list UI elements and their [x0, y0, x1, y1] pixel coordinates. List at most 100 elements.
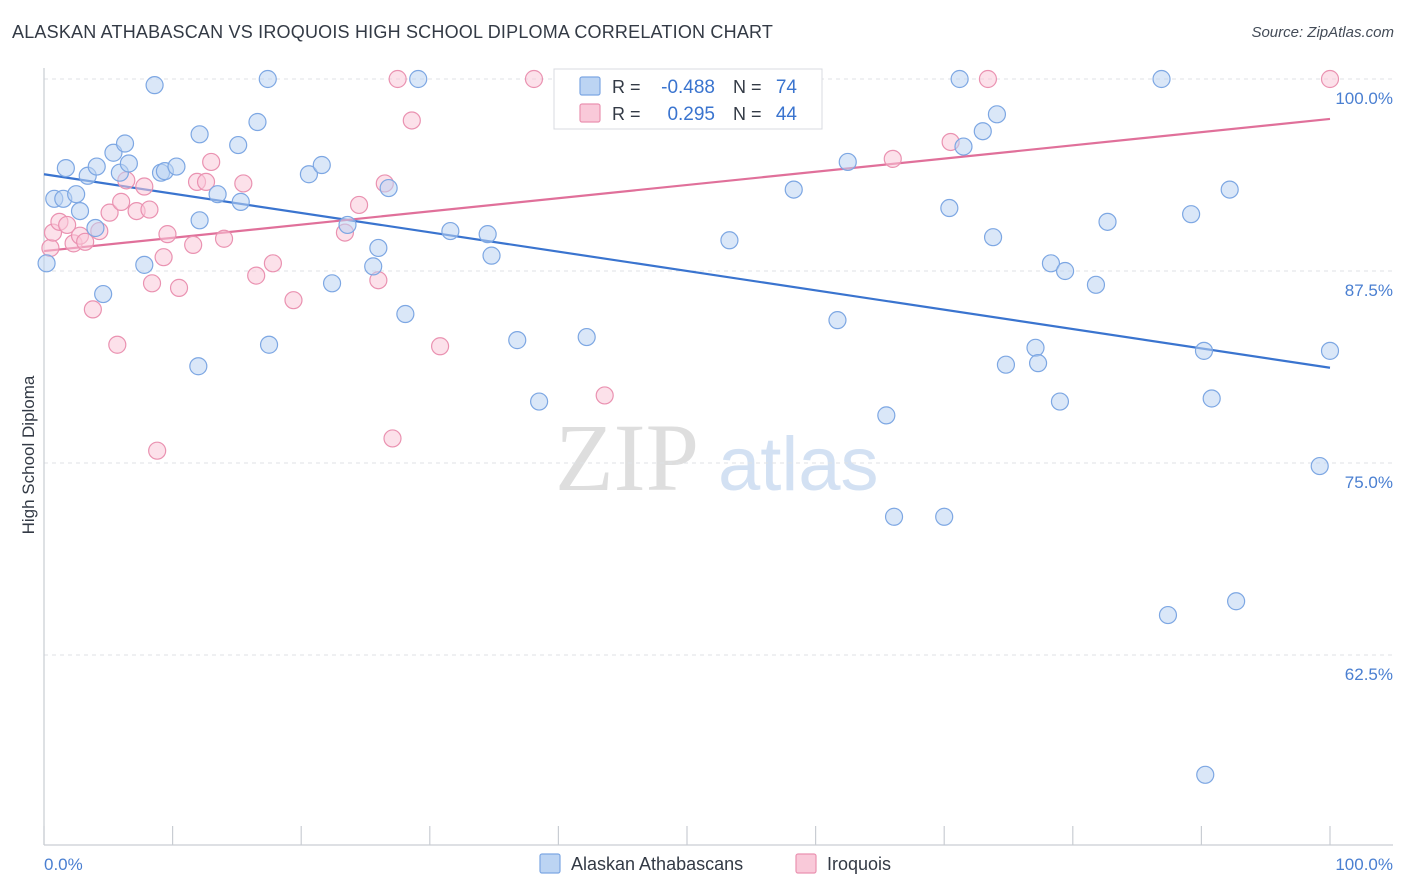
point-alaskan-athabascans-23 — [231, 192, 250, 211]
point-iroquois-40 — [883, 149, 902, 168]
legend-item-iroquois[interactable]: Iroquois — [795, 853, 891, 874]
point-iroquois-14 — [135, 177, 154, 196]
point-iroquois-21 — [184, 235, 203, 254]
point-alaskan-athabascans-32 — [379, 178, 398, 198]
point-alaskan-athabascans-38 — [508, 331, 527, 350]
stats-r-label-1: R = — [612, 77, 641, 97]
stats-n-label-1: N = — [733, 77, 762, 97]
point-alaskan-athabascans-24 — [248, 112, 267, 132]
point-iroquois-42 — [978, 69, 998, 89]
point-alaskan-athabascans-28 — [322, 274, 342, 293]
point-alaskan-athabascans-56 — [1028, 354, 1048, 373]
point-alaskan-athabascans-15 — [145, 76, 164, 95]
point-alaskan-athabascans-45 — [877, 406, 896, 425]
point-alaskan-athabascans-14 — [135, 255, 154, 274]
point-alaskan-athabascans-0 — [37, 254, 56, 273]
point-iroquois-36 — [402, 111, 421, 130]
point-alaskan-athabascans-21 — [208, 185, 227, 204]
point-alaskan-athabascans-19 — [190, 125, 209, 144]
point-alaskan-athabascans-63 — [1158, 605, 1178, 625]
point-iroquois-38 — [524, 69, 544, 89]
point-iroquois-29 — [284, 291, 303, 310]
point-alaskan-athabascans-29 — [338, 215, 357, 235]
point-alaskan-athabascans-57 — [1041, 254, 1061, 273]
point-alaskan-athabascans-72 — [189, 357, 208, 376]
point-alaskan-athabascans-7 — [87, 157, 106, 176]
point-iroquois-27 — [247, 266, 266, 285]
point-alaskan-athabascans-5 — [70, 201, 90, 221]
point-iroquois-6 — [76, 232, 95, 251]
point-alaskan-athabascans-69 — [1227, 592, 1246, 611]
point-alaskan-athabascans-39 — [530, 392, 549, 411]
point-alaskan-athabascans-73 — [259, 335, 279, 354]
point-iroquois-34 — [383, 429, 402, 448]
watermark-atlas: atlas — [718, 422, 879, 507]
point-alaskan-athabascans-40 — [577, 327, 596, 347]
point-alaskan-athabascans-25 — [258, 69, 277, 89]
point-iroquois-3 — [58, 215, 77, 235]
point-iroquois-37 — [430, 337, 450, 356]
point-alaskan-athabascans-4 — [67, 185, 86, 204]
point-alaskan-athabascans-22 — [229, 135, 248, 155]
point-iroquois-10 — [108, 335, 127, 354]
point-alaskan-athabascans-49 — [950, 69, 969, 89]
point-alaskan-athabascans-13 — [119, 154, 138, 173]
axes — [43, 68, 1393, 846]
point-alaskan-athabascans-3 — [56, 158, 75, 178]
legend-item-alaskan-athabascans[interactable]: Alaskan Athabascans — [539, 853, 743, 874]
y-axis-title: High School Diploma — [19, 375, 38, 534]
point-alaskan-athabascans-42 — [784, 180, 803, 199]
stats-n-value-2: 44 — [776, 104, 798, 125]
point-iroquois-43 — [1320, 69, 1340, 89]
point-alaskan-athabascans-59 — [1055, 261, 1075, 281]
point-alaskan-athabascans-54 — [996, 355, 1016, 374]
point-alaskan-athabascans-48 — [940, 198, 959, 218]
point-alaskan-athabascans-60 — [1086, 275, 1106, 294]
point-alaskan-athabascans-44 — [838, 152, 857, 172]
point-iroquois-18 — [154, 248, 173, 267]
legend-label-alaskan-athabascans: Alaskan Athabascans — [571, 854, 743, 874]
point-alaskan-athabascans-71 — [1320, 341, 1340, 360]
point-alaskan-athabascans-68 — [1220, 180, 1239, 199]
trend-line-alaskan-athabascans — [43, 173, 1331, 369]
point-alaskan-athabascans-58 — [1050, 392, 1070, 411]
point-alaskan-athabascans-50 — [954, 137, 973, 156]
point-iroquois-0 — [41, 238, 60, 258]
point-alaskan-athabascans-70 — [1310, 456, 1329, 476]
stats-swatch-pink — [579, 103, 601, 123]
point-iroquois-28 — [263, 254, 283, 273]
stats-n-value-1: 74 — [776, 77, 798, 98]
legend: Alaskan Athabascans Iroquois — [539, 853, 891, 874]
point-iroquois-17 — [148, 441, 167, 460]
point-alaskan-athabascans-31 — [369, 238, 388, 258]
point-iroquois-26 — [234, 174, 253, 193]
point-alaskan-athabascans-9 — [94, 284, 113, 304]
y-tick-labels: 100.0% 87.5% 75.0% 62.5% — [1335, 89, 1393, 684]
point-alaskan-athabascans-43 — [828, 311, 847, 330]
trend-lines — [43, 117, 1331, 369]
stats-r-value-1: -0.488 — [661, 77, 715, 98]
point-iroquois-15 — [140, 200, 159, 219]
trend-line-iroquois — [43, 117, 1331, 253]
y-tick-label-3: 62.5% — [1345, 665, 1393, 684]
point-iroquois-31 — [349, 195, 369, 215]
x-tick-label-max: 100.0% — [1335, 855, 1393, 874]
point-alaskan-athabascans-18 — [167, 157, 186, 176]
data-points — [37, 69, 1340, 784]
point-alaskan-athabascans-62 — [1152, 69, 1171, 89]
point-iroquois-39 — [595, 386, 614, 405]
point-alaskan-athabascans-27 — [312, 155, 331, 175]
y-tick-label-2: 75.0% — [1345, 473, 1393, 492]
gridlines — [44, 78, 1393, 656]
x-tick-label-min: 0.0% — [44, 855, 83, 874]
point-alaskan-athabascans-67 — [1202, 389, 1221, 408]
point-alaskan-athabascans-33 — [396, 304, 415, 324]
point-iroquois-16 — [142, 274, 162, 293]
point-iroquois-7 — [83, 300, 102, 319]
point-alaskan-athabascans-61 — [1098, 212, 1117, 231]
legend-swatch-blue — [539, 853, 561, 874]
y-tick-label-0: 100.0% — [1335, 89, 1393, 108]
point-alaskan-athabascans-26 — [299, 165, 319, 184]
point-alaskan-athabascans-46 — [884, 507, 904, 526]
